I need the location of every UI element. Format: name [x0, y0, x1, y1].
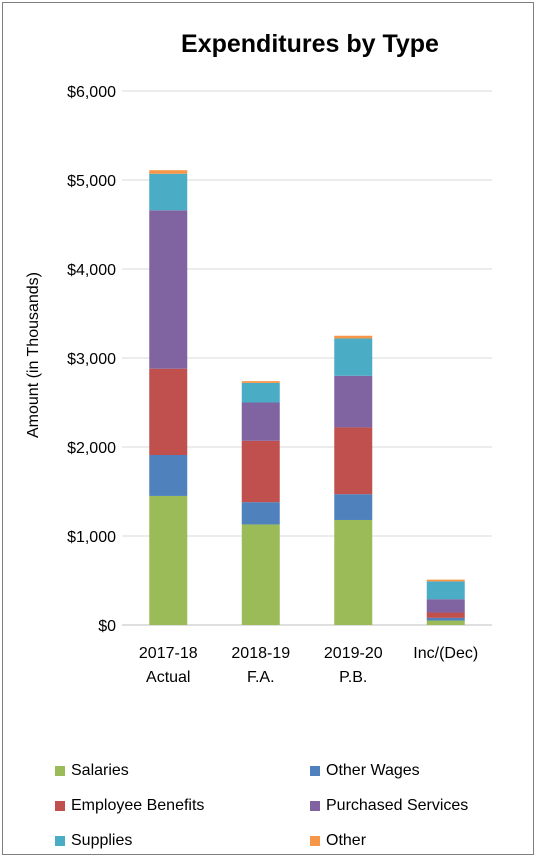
x-tick-label: P.B.: [339, 669, 367, 686]
bar-segment-salaries: [426, 620, 465, 625]
bar-segment-salaries: [149, 495, 188, 625]
bar-segment-employee-benefits: [149, 368, 188, 456]
y-tick-label: $6,000: [67, 84, 116, 101]
x-tick-label: Actual: [146, 669, 190, 686]
y-tick-labels: $0 $1,000 $2,000 $3,000 $4,000 $5,000 $6,000: [67, 84, 116, 635]
bar-segment-other: [149, 170, 188, 174]
bar-segment-other-wages: [426, 617, 465, 621]
bar-segment-salaries: [334, 519, 373, 625]
x-tick-label: 2017-18: [139, 645, 198, 662]
bar-segment-purchased-services: [241, 402, 280, 441]
bar-segment-salaries: [241, 524, 280, 625]
x-tick-label: 2018-19: [231, 645, 290, 662]
y-tick-label: $2,000: [67, 440, 116, 457]
bar-segment-other-wages: [241, 502, 280, 525]
bar-segment-employee-benefits: [334, 427, 373, 495]
x-tick-label: F.A.: [247, 669, 275, 686]
y-tick-label: $4,000: [67, 262, 116, 279]
bar-segment-purchased-services: [426, 599, 465, 613]
y-tick-label: $5,000: [67, 173, 116, 190]
bar-segment-supplies: [241, 382, 280, 403]
bar-segment-supplies: [334, 338, 373, 376]
bar-segment-purchased-services: [334, 375, 373, 428]
bar-segment-employee-benefits: [241, 440, 280, 503]
bar-segment-purchased-services: [149, 210, 188, 369]
bar-segment-supplies: [426, 581, 465, 600]
bar-segment-other: [334, 335, 373, 339]
x-tick-label: Inc/(Dec): [413, 645, 478, 662]
bar-segment-employee-benefits: [426, 612, 465, 618]
bar-stacks: [149, 170, 465, 625]
y-axis-label: Amount (in Thousands): [25, 272, 42, 438]
bar-segment-other-wages: [149, 455, 188, 496]
x-tick-label: 2019-20: [324, 645, 383, 662]
chart-title: Expenditures by Type: [181, 30, 439, 58]
bar-segment-supplies: [149, 173, 188, 211]
y-tick-label: $3,000: [67, 351, 116, 368]
bar-segment-other: [241, 381, 280, 383]
y-tick-label: $1,000: [67, 529, 116, 546]
bar-segment-other: [426, 579, 465, 582]
y-tick-label: $0: [98, 618, 116, 635]
x-tick-labels: 2017-18 Actual 2018-19 F.A. 2019-20 P.B. Inc/(…: [139, 645, 478, 686]
bar-segment-other-wages: [334, 494, 373, 520]
